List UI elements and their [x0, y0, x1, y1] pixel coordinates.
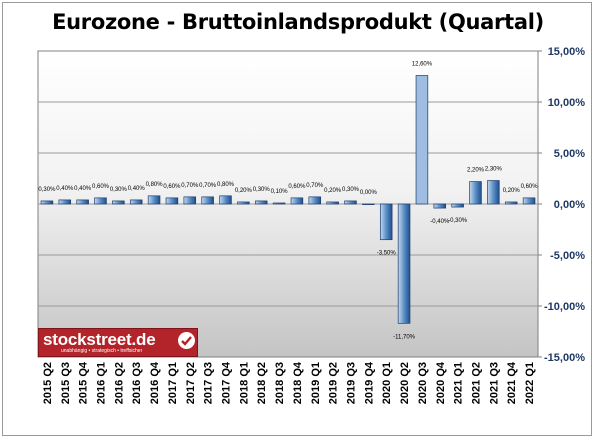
- bar: [112, 200, 125, 205]
- y-tick-label: -5,00%: [550, 250, 585, 262]
- data-label: 0,80%: [146, 182, 164, 188]
- bar: [94, 197, 107, 205]
- x-tick-label: 2015 Q2: [42, 362, 54, 404]
- y-tick-label: 15,00%: [548, 46, 586, 58]
- bar: [433, 203, 447, 209]
- bar: [254, 200, 268, 205]
- data-label: 0,20%: [324, 188, 342, 194]
- watermark-brand: stockstreet.de: [43, 330, 156, 349]
- bar: [272, 202, 286, 205]
- x-tick-label: 2020 Q1: [381, 362, 393, 404]
- data-label: 0,30%: [253, 187, 271, 193]
- data-label: 0,80%: [217, 182, 235, 188]
- bar: [58, 199, 72, 205]
- bar: [147, 195, 161, 205]
- bar: [183, 196, 197, 205]
- data-label: 12,60%: [412, 61, 433, 67]
- data-label: -11,70%: [393, 334, 416, 340]
- x-tick-label: 2016 Q2: [113, 362, 125, 404]
- data-label: 0,60%: [163, 184, 181, 190]
- x-tick-label: 2020 Q2: [399, 362, 411, 404]
- bar: [40, 200, 54, 205]
- data-label: 0,30%: [110, 187, 128, 193]
- y-tick-label: -15,00%: [544, 352, 585, 364]
- bar: [308, 196, 322, 205]
- chart-title: Eurozone - Bruttoinlandsprodukt (Quartal…: [52, 10, 544, 34]
- bar: [76, 199, 89, 205]
- data-label: 0,40%: [128, 186, 146, 192]
- x-tick-label: 2019 Q1: [310, 362, 322, 404]
- bar: [415, 75, 429, 205]
- x-tick-label: 2019 Q3: [346, 362, 358, 404]
- x-tick-label: 2017 Q3: [203, 362, 215, 404]
- bar: [379, 203, 393, 241]
- x-tick-label: 2018 Q4: [292, 361, 304, 404]
- y-tick-label: 0,00%: [554, 199, 585, 211]
- x-tick-label: 2015 Q3: [60, 362, 72, 404]
- bar: [522, 197, 536, 205]
- bar: [362, 203, 375, 205]
- data-label: 0,20%: [235, 188, 253, 194]
- data-label: 0,70%: [181, 183, 199, 189]
- x-tick-label: 2021 Q4: [506, 361, 518, 404]
- bar: [487, 180, 500, 205]
- data-label: 0,20%: [503, 188, 521, 194]
- data-label: 0,60%: [92, 184, 110, 190]
- watermark-tagline: unabhängig • strategisch • treffsicher: [61, 348, 143, 354]
- data-label: 0,40%: [56, 186, 74, 192]
- y-tick-label: 5,00%: [554, 148, 585, 160]
- x-tick-label: 2019 Q2: [328, 362, 340, 404]
- x-tick-label: 2017 Q2: [185, 362, 197, 404]
- x-tick-label: 2021 Q2: [471, 362, 483, 404]
- x-tick-label: 2017 Q4: [221, 361, 233, 404]
- data-label: 0,60%: [521, 184, 539, 190]
- data-label: 0,00%: [360, 190, 378, 196]
- data-label: -3,50%: [377, 251, 397, 257]
- bar: [237, 201, 250, 205]
- x-tick-label: 2020 Q4: [435, 361, 447, 404]
- x-tick-label: 2016 Q3: [131, 362, 143, 404]
- bar: [451, 203, 464, 208]
- data-label: 0,70%: [199, 183, 217, 189]
- bar: [504, 201, 518, 205]
- x-tick-label: 2018 Q3: [274, 362, 286, 404]
- data-label: 0,10%: [271, 189, 289, 195]
- x-tick-label: 2016 Q4: [149, 361, 161, 404]
- y-tick-label: -10,00%: [544, 301, 585, 313]
- data-label: 0,30%: [342, 187, 360, 193]
- bar: [165, 197, 179, 205]
- bar: [290, 197, 304, 205]
- data-label: 0,40%: [74, 186, 92, 192]
- x-tick-label: 2018 Q2: [256, 362, 268, 404]
- bar: [326, 201, 339, 205]
- bar: [469, 181, 482, 205]
- data-label: 0,30%: [38, 187, 56, 193]
- data-label: -0,40%: [430, 219, 450, 225]
- data-label: 0,70%: [306, 183, 324, 189]
- x-tick-label: 2016 Q1: [96, 362, 108, 404]
- x-tick-label: 2018 Q1: [238, 362, 250, 404]
- x-tick-label: 2022 Q1: [524, 362, 536, 404]
- x-tick-label: 2019 Q4: [363, 361, 375, 404]
- y-tick-label: 10,00%: [548, 97, 586, 109]
- data-label: -0,30%: [448, 218, 468, 224]
- bar: [219, 195, 232, 205]
- x-tick-label: 2017 Q1: [167, 362, 179, 404]
- bar: [344, 200, 357, 205]
- bar: [397, 203, 411, 324]
- x-tick-label: 2020 Q3: [417, 362, 429, 404]
- data-label: 0,60%: [288, 184, 306, 190]
- bar: [129, 199, 143, 205]
- watermark-logo: stockstreet.de unabhängig • strategisch …: [38, 328, 198, 357]
- x-tick-label: 2021 Q3: [488, 362, 500, 404]
- data-label: 2,20%: [467, 168, 485, 174]
- bar: [201, 196, 214, 205]
- data-label: 2,30%: [485, 167, 503, 173]
- x-tick-label: 2021 Q1: [453, 362, 465, 404]
- x-tick-label: 2015 Q4: [78, 361, 90, 404]
- checkmark-icon: [178, 332, 195, 349]
